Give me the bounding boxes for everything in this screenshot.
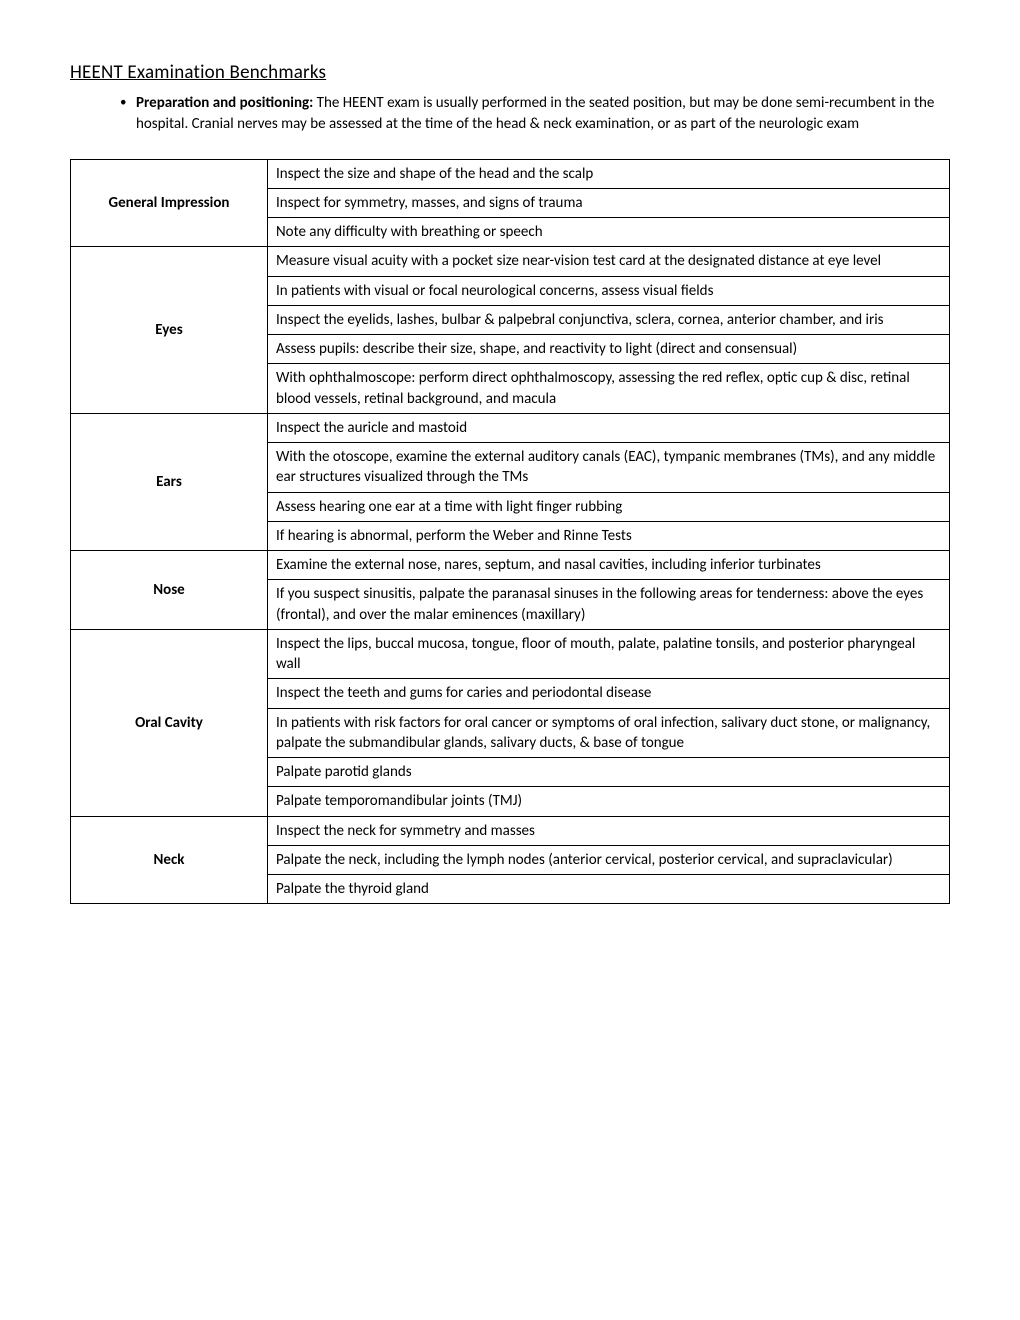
category-cell: General Impression [71, 159, 268, 247]
item-cell: Inspect the eyelids, lashes, bulbar & pa… [268, 305, 950, 334]
benchmarks-table: General ImpressionInspect the size and s… [70, 159, 950, 905]
category-cell: Oral Cavity [71, 629, 268, 816]
bullet-icon: • [120, 93, 136, 114]
item-cell: With the otoscope, examine the external … [268, 443, 950, 493]
item-cell: With ophthalmoscope: perform direct opht… [268, 364, 950, 414]
category-cell: Ears [71, 413, 268, 550]
category-cell: Nose [71, 551, 268, 630]
table-row: NeckInspect the neck for symmetry and ma… [71, 816, 950, 845]
table-row: General ImpressionInspect the size and s… [71, 159, 950, 188]
item-cell: If you suspect sinusitis, palpate the pa… [268, 580, 950, 630]
item-cell: Examine the external nose, nares, septum… [268, 551, 950, 580]
item-cell: Palpate parotid glands [268, 758, 950, 787]
item-cell: Inspect the neck for symmetry and masses [268, 816, 950, 845]
item-cell: Palpate the neck, including the lymph no… [268, 845, 950, 874]
item-cell: Inspect the lips, buccal mucosa, tongue,… [268, 629, 950, 679]
item-cell: Inspect the teeth and gums for caries an… [268, 679, 950, 708]
table-row: EyesMeasure visual acuity with a pocket … [71, 247, 950, 276]
item-cell: Palpate the thyroid gland [268, 875, 950, 904]
item-cell: Note any difficulty with breathing or sp… [268, 218, 950, 247]
category-cell: Eyes [71, 247, 268, 414]
item-cell: Assess hearing one ear at a time with li… [268, 492, 950, 521]
table-row: EarsInspect the auricle and mastoid [71, 413, 950, 442]
category-cell: Neck [71, 816, 268, 904]
intro-bullet-row: • Preparation and positioning: The HEENT… [120, 93, 950, 135]
intro-label: Preparation and positioning: [136, 94, 313, 112]
item-cell: Inspect the auricle and mastoid [268, 413, 950, 442]
item-cell: Measure visual acuity with a pocket size… [268, 247, 950, 276]
page-title: HEENT Examination Benchmarks [70, 60, 950, 87]
table-row: NoseExamine the external nose, nares, se… [71, 551, 950, 580]
table-row: Oral CavityInspect the lips, buccal muco… [71, 629, 950, 679]
item-cell: In patients with visual or focal neurolo… [268, 276, 950, 305]
item-cell: Inspect for symmetry, masses, and signs … [268, 188, 950, 217]
item-cell: Inspect the size and shape of the head a… [268, 159, 950, 188]
item-cell: Palpate temporomandibular joints (TMJ) [268, 787, 950, 816]
intro-section: • Preparation and positioning: The HEENT… [70, 93, 950, 135]
intro-text: Preparation and positioning: The HEENT e… [136, 93, 950, 135]
item-cell: Assess pupils: describe their size, shap… [268, 335, 950, 364]
item-cell: In patients with risk factors for oral c… [268, 708, 950, 758]
item-cell: If hearing is abnormal, perform the Webe… [268, 521, 950, 550]
